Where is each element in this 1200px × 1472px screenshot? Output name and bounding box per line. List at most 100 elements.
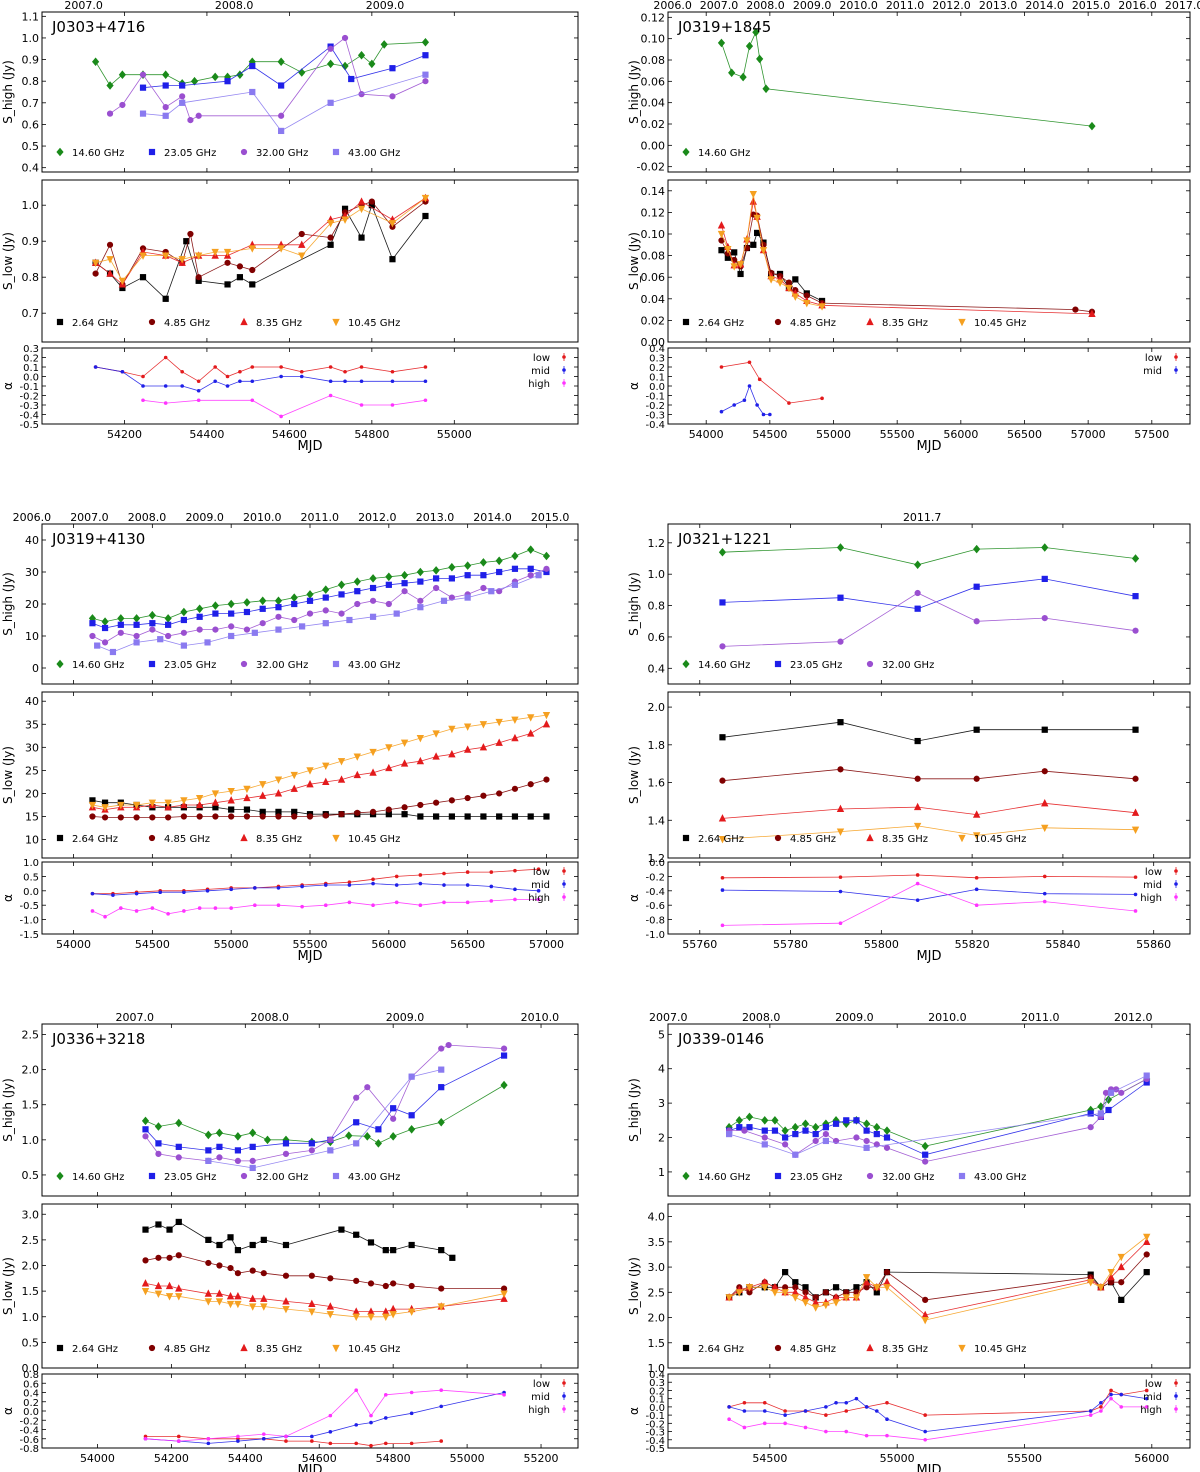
legend-marker [148,1172,156,1180]
year-tick-label: 2008.0 [215,0,254,12]
data-point [1041,768,1048,775]
series-line [729,1078,1147,1163]
series-group [725,1233,1151,1325]
y-tick-label: -0.5 [19,420,39,431]
series-line [728,1082,1147,1156]
data-point [718,547,727,557]
data-point [103,914,107,919]
data-point [914,737,921,745]
legend-label: 32.00 GHz [882,660,934,671]
data-point [747,360,752,365]
data-point [353,770,361,779]
data-point [717,221,726,229]
data-point [742,1400,747,1405]
legend-marker [866,1172,874,1180]
year-tick-label: 2013.0 [979,0,1018,12]
legend-label: 10.45 GHz [974,1344,1026,1355]
data-point [913,802,922,811]
y-tick-label: 0.02 [641,118,666,131]
data-point [527,729,535,737]
data-point [1107,1089,1115,1096]
data-point [374,1139,382,1148]
data-point [389,93,396,100]
data-point [175,1143,182,1150]
legend-label: 4.85 GHz [790,1344,836,1355]
data-point [328,379,333,384]
y-tick-label: 0.3 [23,344,39,355]
x-axis-label: MJD [916,949,941,964]
data-point [838,921,843,925]
data-point [326,1302,335,1310]
data-point [974,876,979,880]
data-point [746,1124,753,1131]
legend-label: 23.05 GHz [790,1172,842,1183]
y-tick-label: -0.6 [645,901,665,912]
y-tick-label: 0.0 [23,887,39,898]
data-point [863,1137,870,1145]
data-point [211,798,220,806]
data-point [134,909,139,913]
legend-label: 10.45 GHz [348,834,400,845]
legend-marker [958,1172,966,1180]
y-tick-label: 1.6 [648,777,666,790]
series-line [722,825,1136,840]
data-point [389,1311,397,1319]
data-point [885,1400,889,1405]
legend-label: 2.64 GHz [72,1344,118,1355]
series-line [142,395,426,417]
data-point [328,365,333,369]
series-line [95,41,426,87]
y-axis-label: S_high (Jy) [1,60,15,124]
data-point [390,403,395,407]
x-tick-label: 54500 [752,1452,787,1465]
year-tick-label: 2009.0 [366,0,405,12]
data-point [117,801,125,810]
data-point [277,57,285,66]
y-tick-label: -1.0 [19,916,39,927]
series-line [145,1055,505,1151]
data-point [782,1134,789,1141]
data-point [212,813,219,820]
legend-marker [148,318,156,326]
data-point [111,893,115,897]
data-point [354,1423,359,1427]
data-point [238,379,242,384]
data-point [862,1274,871,1282]
series-line [109,37,426,121]
data-point [308,1272,315,1279]
data-point [187,230,194,238]
x-tick-label: 54600 [302,1452,337,1465]
data-point [278,127,285,135]
data-point [375,1126,382,1133]
y-tick-label: 4.0 [648,1211,666,1224]
data-point [422,212,429,220]
data-point [836,804,845,813]
legend-marker [240,317,248,326]
legend-marker [56,318,64,326]
data-point [196,604,204,614]
y-axis-label: α [627,382,641,390]
data-point [445,1041,452,1049]
data-point [802,1127,809,1134]
panel-low: 1.0 1.5 2.0 2.5 3.0 3.5 4.0 S_low (Jy) 2.64 GHz 4… [627,1203,1191,1375]
data-point [437,1303,445,1311]
x-axis-label: MJD [297,949,322,964]
x-tick-label: 54000 [689,428,724,441]
y-tick-label: 0 [32,662,39,675]
data-point [812,1137,819,1145]
data-point [290,771,298,780]
data-point [371,903,375,907]
data-point [489,884,494,889]
y-axis-label: S_low (Jy) [1,1257,15,1315]
data-point [326,1311,335,1319]
data-point [155,1150,162,1157]
data-point [416,735,425,743]
data-point [101,639,109,646]
data-point [401,804,408,811]
data-point [792,1151,799,1158]
legend-label: 14.60 GHz [698,660,750,671]
data-point [791,1122,799,1132]
data-point [863,1127,870,1134]
data-point [175,1154,182,1161]
data-point [852,1294,861,1302]
